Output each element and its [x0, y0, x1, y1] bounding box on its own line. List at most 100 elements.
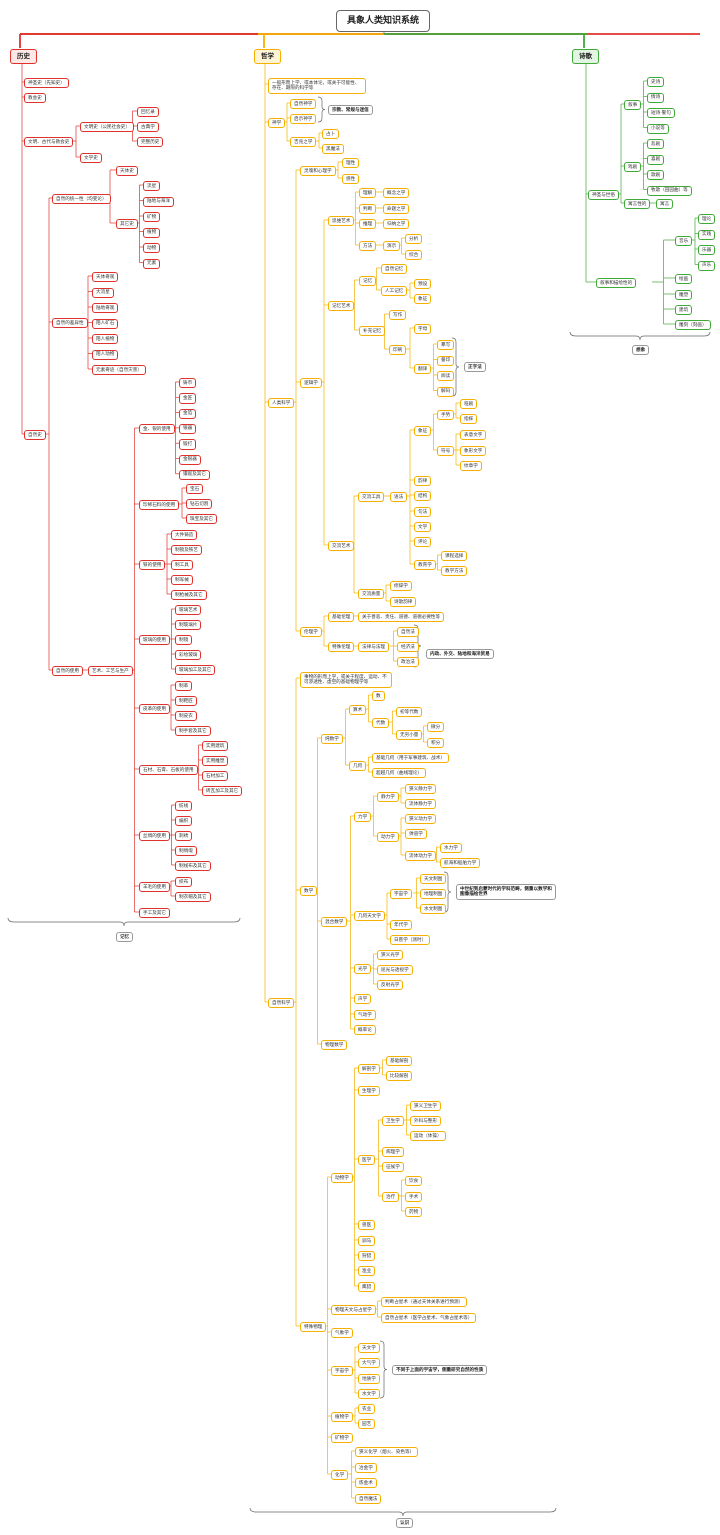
- node-history-g7[interactable]: 丝绸的使用: [139, 831, 170, 842]
- node-history-n4a2f[interactable]: 元素: [143, 258, 161, 269]
- node-philosophy-m2c2[interactable]: 屈光与透视学: [377, 965, 413, 976]
- node-history-g1e[interactable]: 锻打: [179, 439, 197, 450]
- node-philosophy-l2b2b4[interactable]: 解码: [437, 386, 455, 397]
- node-philosophy-z3a3[interactable]: 运动（体操）: [410, 1131, 446, 1142]
- node-philosophy-l3a1a[interactable]: 象征: [414, 426, 432, 437]
- node-philosophy-m1[interactable]: 纯数学: [321, 734, 343, 745]
- node-philosophy-z3d2[interactable]: 手术: [405, 1192, 423, 1203]
- node-philosophy-m1a2b2[interactable]: 积分: [427, 738, 445, 749]
- node-philosophy-z3a[interactable]: 卫生学: [382, 1116, 404, 1127]
- node-philosophy-l3a1g2[interactable]: 教学方法: [441, 566, 468, 577]
- node-philosophy-m1b2[interactable]: 超越几何（曲线理论）: [372, 768, 426, 779]
- node-philosophy-m1a[interactable]: 算术: [349, 705, 367, 716]
- node-philosophy-m1b[interactable]: 几何: [349, 761, 367, 772]
- node-philosophy-p6[interactable]: 化学: [331, 1470, 349, 1481]
- note-politics[interactable]: 内政、外交、陆地和海洋贸易: [426, 649, 494, 660]
- node-philosophy-phys[interactable]: 特殊物理: [300, 1322, 327, 1333]
- node-philosophy-l3b[interactable]: 交流质量: [358, 589, 385, 600]
- node-history-g5d[interactable]: 制手套及其它: [175, 726, 211, 737]
- node-poetry-a1[interactable]: 叙事: [624, 100, 642, 111]
- node-philosophy-h1[interactable]: 灵魂和心理学: [300, 166, 336, 177]
- node-philosophy-l2[interactable]: 记忆艺术: [328, 301, 355, 312]
- node-history-n4a2b[interactable]: 陆地与海洋: [143, 196, 174, 207]
- node-history-n3a1[interactable]: 回忆录: [137, 107, 159, 118]
- node-philosophy-l2a[interactable]: 记忆: [359, 276, 377, 287]
- node-history-g1b[interactable]: 金匠: [179, 393, 197, 404]
- node-history-g4b[interactable]: 制玻璃片: [175, 620, 202, 631]
- node-history-n1[interactable]: 神圣史（先知史）: [24, 78, 69, 89]
- node-philosophy-m2b1b[interactable]: 地理制图: [420, 889, 447, 900]
- node-history-g8[interactable]: 羊毛的使用: [139, 882, 170, 893]
- node-philosophy-l3a1a2c[interactable]: 纹章学: [460, 461, 482, 472]
- node-philosophy-z2[interactable]: 生理学: [358, 1086, 380, 1097]
- node-poetry-b1[interactable]: 音乐: [675, 236, 693, 247]
- node-philosophy-p3c[interactable]: 地质学: [358, 1374, 380, 1385]
- node-history-g5c[interactable]: 制皮衣: [175, 711, 197, 722]
- node-philosophy-m1a2a[interactable]: 初等代数: [396, 707, 423, 718]
- node-history-n3[interactable]: 文明、古代与教会史: [24, 137, 74, 148]
- node-history-n4a2c[interactable]: 矿物: [143, 212, 161, 223]
- node-philosophy-l3a1a1[interactable]: 手势: [437, 410, 455, 421]
- node-philosophy-p3[interactable]: 宇宙学: [331, 1366, 353, 1377]
- node-history-n4b3[interactable]: 陆地奇观: [92, 303, 119, 314]
- node-history-n3a3[interactable]: 完整历史: [137, 137, 164, 148]
- node-philosophy-m2a2c[interactable]: 流体动力学: [405, 851, 436, 862]
- node-poetry-a1b[interactable]: 情诗: [647, 92, 665, 103]
- node-history-n4b4[interactable]: 陌人矿石: [92, 318, 119, 329]
- node-history-g3c[interactable]: 制工具: [171, 560, 193, 571]
- node-philosophy-l3b2[interactable]: 诗歌韵律: [390, 597, 417, 608]
- node-history-g3a[interactable]: 大件铸造: [171, 530, 198, 541]
- node-philosophy-p2[interactable]: 气象学: [331, 1328, 353, 1339]
- node-philosophy-l3a1a2[interactable]: 符号: [437, 446, 455, 457]
- node-history-g4c[interactable]: 制镜: [175, 635, 193, 646]
- node-history-n4a1[interactable]: 天体史: [116, 166, 138, 177]
- node-philosophy-l1d1a[interactable]: 分析: [405, 234, 423, 245]
- node-philosophy-l3a1f[interactable]: 评论: [414, 537, 432, 548]
- node-philosophy-m2c1[interactable]: 狭义光学: [377, 950, 404, 961]
- node-philosophy-p1[interactable]: 物理天文与占星学: [331, 1305, 376, 1316]
- node-history-g1d[interactable]: 银器: [179, 423, 197, 435]
- node-poetry-a2a[interactable]: 悲剧: [647, 139, 665, 150]
- node-philosophy-p3b[interactable]: 大气学: [358, 1358, 380, 1369]
- node-philosophy-e2a3[interactable]: 政治法: [397, 657, 419, 668]
- node-poetry-a2[interactable]: 戏剧: [624, 162, 642, 173]
- node-philosophy-l1d1b[interactable]: 综合: [405, 250, 423, 261]
- node-philosophy-l3a1a2a[interactable]: 表意文字: [460, 430, 487, 441]
- node-philosophy-z1[interactable]: 解剖学: [358, 1064, 380, 1075]
- node-history-g4d[interactable]: 彩绘玻璃: [175, 650, 202, 661]
- node-philosophy-m1b1[interactable]: 基础几何（用于军事建筑、战术）: [372, 753, 449, 764]
- node-philosophy-m2b1[interactable]: 宇宙学: [390, 889, 412, 900]
- node-philosophy-t3b[interactable]: 黑魔法: [322, 144, 344, 155]
- node-philosophy-z3d3[interactable]: 药物: [405, 1207, 423, 1218]
- node-philosophy-l2b2b[interactable]: 翻译: [414, 364, 432, 375]
- node-philosophy-z3a1[interactable]: 狭义卫生学: [410, 1101, 441, 1112]
- node-philosophy-p6c[interactable]: 炼金术: [355, 1478, 377, 1489]
- node-philosophy-z1b[interactable]: 比较解剖: [386, 1071, 413, 1082]
- node-philosophy-e1a[interactable]: 关于善恶、责任、道德、道德必要性等: [358, 612, 445, 623]
- node-philosophy-m2a2c2[interactable]: 航海和船舶力学: [440, 858, 481, 869]
- node-philosophy-p4b[interactable]: 园艺: [358, 1419, 376, 1430]
- note-orthography[interactable]: 正字法: [464, 362, 486, 373]
- node-history-g8a[interactable]: 织布: [175, 877, 193, 888]
- node-history-n4b1[interactable]: 天体奇观: [92, 272, 119, 283]
- node-philosophy-m2a[interactable]: 力学: [354, 812, 372, 823]
- node-history-n4b2[interactable]: 大流星: [92, 287, 114, 298]
- node-philosophy-m2[interactable]: 混合数学: [321, 917, 348, 928]
- node-philosophy-l1[interactable]: 思维艺术: [328, 216, 355, 227]
- node-philosophy-m1a2b[interactable]: 无穷小量: [396, 730, 423, 741]
- node-history-g5a[interactable]: 制革: [175, 681, 193, 692]
- node-history-g2c[interactable]: 珠宝及其它: [186, 514, 217, 525]
- node-philosophy-l1a[interactable]: 理解: [359, 188, 377, 199]
- node-history-g2b[interactable]: 钻石切割: [186, 499, 213, 510]
- node-history-n4a2a[interactable]: 流星: [143, 181, 161, 192]
- node-philosophy-m2e[interactable]: 气动学: [354, 1010, 376, 1021]
- node-philosophy-p4[interactable]: 植物学: [331, 1412, 353, 1423]
- node-history-n4b[interactable]: 自然的差异性: [52, 318, 88, 329]
- node-philosophy-m2a2a[interactable]: 狭义动力学: [405, 814, 436, 825]
- node-philosophy-m2b3[interactable]: 日晷学（测时）: [390, 935, 431, 946]
- node-philosophy-l1b1[interactable]: 命题之学: [383, 204, 410, 215]
- node-philosophy-l2b2b1[interactable]: 摹写: [437, 340, 455, 351]
- node-philosophy-z3d[interactable]: 治疗: [382, 1192, 400, 1203]
- node-philosophy-z7[interactable]: 渔业: [358, 1266, 376, 1277]
- node-philosophy-m2d[interactable]: 声学: [354, 994, 372, 1005]
